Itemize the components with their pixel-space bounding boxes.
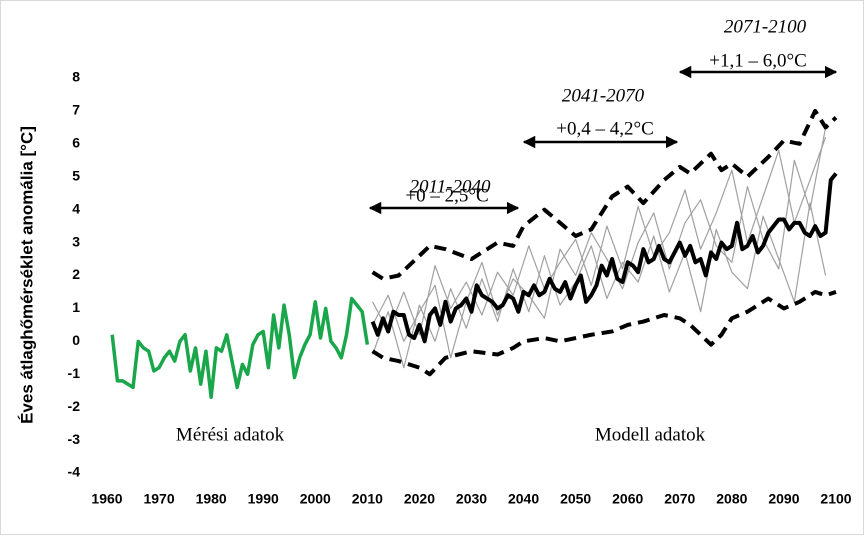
annotation: Mérési adatok [176,424,285,445]
x-tick-label: 2040 [508,491,539,507]
x-tick-label: 2060 [612,491,643,507]
annotation: 2071-2100 [724,16,807,37]
annotation: Modell adatok [595,424,706,445]
y-tick-label: 6 [72,135,80,151]
x-tick-label: 2100 [820,491,851,507]
x-tick-label: 1970 [143,491,174,507]
x-tick-label: 2050 [560,491,591,507]
x-tick-label: 2010 [352,491,383,507]
series-line [372,202,827,369]
y-tick-label: 2 [72,266,80,282]
x-tick-label: 1990 [248,491,279,507]
y-tick-label: -1 [68,365,81,381]
y-axis-label: Éves átlaghőmérséklet anomália [°C] [17,126,36,424]
annotation: +0,4 – 4,2°C [556,118,654,139]
x-tick-label: 2090 [768,491,799,507]
annotation: 2041-2070 [562,85,645,106]
y-tick-label: 0 [72,332,80,348]
y-tick-label: 5 [72,167,80,183]
x-tick-label: 2080 [716,491,747,507]
series-line [371,108,838,281]
y-tick-label: -2 [68,398,81,414]
y-tick-label: 3 [72,233,80,249]
y-tick-label: -3 [68,431,81,447]
y-tick-label: 8 [72,69,80,85]
x-tick-label: 2030 [456,491,487,507]
series-line [372,127,827,359]
x-tick-label: 1980 [196,491,227,507]
x-tick-label: 2070 [664,491,695,507]
series-line [372,137,827,336]
x-tick-label: 1960 [91,491,122,507]
annotation: +1,1 – 6,0°C [709,50,807,71]
x-tick-label: 2000 [300,491,331,507]
y-tick-label: -4 [68,464,81,480]
x-tick-label: 2020 [404,491,435,507]
y-tick-label: 1 [72,299,80,315]
series-line [110,296,370,400]
y-tick-label: 4 [72,200,80,216]
annotation: 2011-2040 [410,176,491,197]
annotation: +0 – 2,5°C [405,185,488,206]
series-line [371,289,837,377]
y-tick-label: 7 [72,102,80,118]
series-line [370,172,838,344]
